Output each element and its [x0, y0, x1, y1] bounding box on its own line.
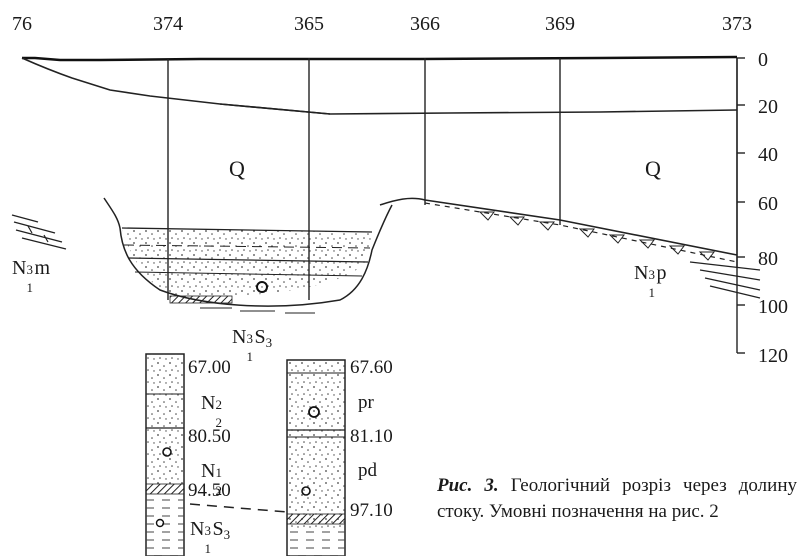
- surface-slope-left: [21, 57, 331, 115]
- depth-tick-label: 120: [758, 345, 788, 367]
- column-right-layer: pd: [358, 460, 377, 481]
- caption-text: Геологічний розріз через долину стоку. У…: [437, 475, 798, 522]
- depth-tick-label: 20: [758, 96, 778, 118]
- quaternary-base-line: [219, 103, 738, 115]
- depth-tick-label: 60: [758, 193, 778, 215]
- well-number-label: 369: [545, 13, 575, 35]
- borehole-column-left: [145, 353, 185, 556]
- correlation-line: [189, 503, 288, 513]
- fossil-symbol: [256, 281, 268, 293]
- borehole-column-right: [286, 359, 346, 556]
- depth-tick-label: 0: [758, 49, 768, 71]
- column-right-layer: pr: [358, 392, 374, 413]
- depth-tick-label: 100: [758, 296, 788, 318]
- column-right-depth: 97.10: [350, 500, 393, 521]
- well-number-label: 373: [722, 13, 752, 35]
- column-left-depth: 94.50: [188, 480, 231, 501]
- depth-tick-label: 40: [758, 144, 778, 166]
- well-number-label: 76: [12, 13, 32, 35]
- column-left-depth: 80.50: [188, 426, 231, 447]
- quaternary-label-left: Q: [229, 156, 245, 181]
- figure-number: Рис. 3.: [437, 475, 499, 496]
- quaternary-label-right: Q: [645, 156, 661, 181]
- depth-tick-label: 80: [758, 248, 778, 270]
- column-right-depth: 81.10: [350, 426, 393, 447]
- right-dipping-beds: [379, 197, 761, 299]
- column-right-depth: 67.60: [350, 357, 393, 378]
- column-left-layer: N 3 1 S3: [190, 518, 231, 556]
- figure-caption: Рис. 3. Геологічний розріз через долину …: [437, 473, 797, 525]
- outcrop-left-m: [11, 214, 67, 250]
- well-number-label: 366: [410, 13, 440, 35]
- column-left-depth: 67.00: [188, 357, 231, 378]
- well-number-label: 365: [294, 13, 324, 35]
- well-number-label: 374: [153, 13, 183, 35]
- unit-label-n1s3: N 3 1 S3: [232, 326, 273, 364]
- paleovalley-fill: [103, 197, 393, 314]
- ground-surface-line: [22, 55, 738, 62]
